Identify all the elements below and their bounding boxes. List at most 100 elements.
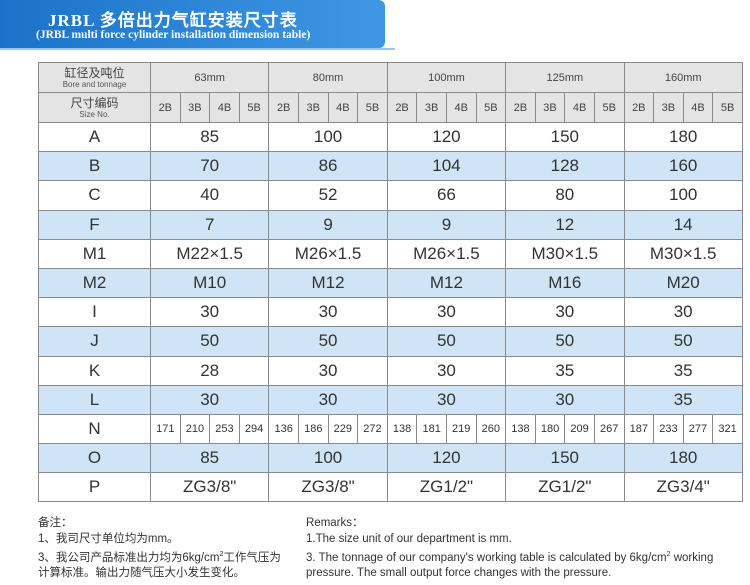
data-row: F 7 9 9 12 14	[38, 209, 743, 240]
cell: M12	[386, 267, 507, 299]
row-label: B	[38, 151, 151, 182]
cell: 50	[149, 326, 270, 357]
note-sup: 2	[219, 551, 224, 558]
tonnage: 3B	[653, 92, 684, 123]
cell: M22×1.5	[149, 238, 270, 269]
cell: M26×1.5	[268, 238, 388, 269]
note-text: 3、我公司产品标准出力均为6kg/cm	[38, 551, 220, 564]
row-label: K	[38, 355, 151, 386]
data-row: L 30 30 30 30 35	[38, 384, 743, 415]
cell: M30×1.5	[505, 238, 625, 269]
cell: 209	[564, 413, 595, 445]
cell: 138	[386, 413, 418, 445]
cell: 100	[623, 180, 743, 211]
row-label: C	[38, 180, 151, 211]
corner-top-cn: 缸径及吨位	[64, 65, 125, 80]
cell: 260	[475, 413, 507, 445]
cell: 35	[505, 355, 625, 386]
cell: 160	[623, 151, 743, 182]
data-row: I 30 30 30 30 30	[38, 297, 743, 328]
data-row: O 85 100 120 150 180	[38, 443, 743, 474]
cell: 40	[149, 180, 270, 211]
banner-line	[0, 48, 395, 50]
cell: 30	[149, 384, 270, 415]
cell: 267	[593, 413, 625, 445]
cell: 50	[505, 326, 625, 357]
tonnage: 5B	[238, 92, 270, 123]
tonnage: 4B	[327, 92, 359, 123]
cell: 120	[386, 443, 507, 474]
cell: 30	[268, 297, 388, 328]
tonnage: 4B	[209, 92, 240, 123]
cell: 30	[386, 355, 507, 386]
data-row: M2 M10 M12 M12 M16 M20	[38, 267, 743, 299]
cell: 9	[386, 209, 507, 240]
corner-bottom: 尺寸编码 Size No.	[38, 92, 151, 123]
tonnage: 3B	[297, 92, 329, 123]
cell: 35	[623, 355, 743, 386]
note-text: 工作气压为计算标准。输出力随气压大小发生变化。	[38, 551, 281, 580]
cell: ZG3/4"	[623, 472, 743, 503]
cell: M12	[268, 267, 388, 299]
cell: 70	[149, 151, 270, 182]
note-sup: 2	[666, 551, 671, 558]
cell: ZG3/8"	[268, 472, 388, 503]
data-row: C 40 52 66 80 100	[38, 180, 743, 211]
cell: 233	[653, 413, 684, 445]
cell: M26×1.5	[386, 238, 507, 269]
data-row: B 70 86 104 128 160	[38, 151, 743, 182]
cell: 80	[505, 180, 625, 211]
tonnage: 5B	[712, 92, 743, 123]
subtitle: (JRBL multi force cylinder installation …	[36, 29, 311, 41]
cell: 30	[268, 355, 388, 386]
bore: 160mm	[623, 62, 743, 93]
cell: 100	[268, 121, 388, 153]
cell: 171	[150, 413, 181, 445]
row-label: N	[38, 413, 151, 445]
cell: 138	[505, 413, 536, 445]
note-text: 3. The tonnage of our company's working …	[306, 551, 667, 564]
cell: 50	[268, 326, 388, 357]
tonnage: 3B	[534, 92, 566, 123]
cell: 100	[268, 443, 388, 474]
notes-title: 备注：	[38, 517, 73, 529]
header-row: 尺寸编码 Size No. 2B 3B 4B 5B 2B 3B 4B 5B 2B 3B 4B 5B 2B 3B…	[38, 92, 743, 123]
cell: 86	[268, 151, 388, 182]
corner-top: 缸径及吨位 Bore and tonnage	[38, 62, 151, 93]
cell: 219	[445, 413, 477, 445]
row-label: M2	[38, 267, 151, 299]
cell: 30	[386, 384, 507, 415]
row-label: O	[38, 443, 151, 474]
cell: 85	[149, 443, 270, 474]
tonnage: 4B	[682, 92, 714, 123]
cell: 181	[416, 413, 447, 445]
bore: 100mm	[386, 62, 507, 93]
cell: 30	[623, 297, 743, 328]
tonnage: 5B	[357, 92, 388, 123]
cell: 30	[268, 384, 388, 415]
notes-cn: 备注： 1、我司尺寸单位均为mm。 3、我公司产品标准出力均为6kg/cm2工作气压…	[38, 516, 288, 582]
banner	[0, 0, 385, 48]
note-line: 1、我司尺寸单位均为mm。	[38, 532, 288, 548]
cell: 35	[623, 384, 743, 415]
cell: 28	[149, 355, 270, 386]
tonnage: 2B	[386, 92, 418, 123]
row-label: I	[38, 297, 151, 328]
row-label: L	[38, 384, 151, 415]
cell: 30	[149, 297, 270, 328]
cell: 30	[386, 297, 507, 328]
cell: M16	[505, 267, 625, 299]
title: JRBL 多倍出力气缸安装尺寸表	[48, 11, 298, 30]
cell: 150	[505, 121, 625, 153]
cell: 186	[297, 413, 329, 445]
tonnage: 5B	[593, 92, 625, 123]
data-row: K 28 30 30 35 35	[38, 355, 743, 386]
row-label: J	[38, 326, 151, 357]
cell: 30	[505, 297, 625, 328]
tonnage: 2B	[150, 92, 181, 123]
note-line: 1.The size unit of our department is mm.	[306, 532, 726, 548]
row-label: A	[38, 121, 151, 153]
cell: 180	[623, 121, 743, 153]
cell: M30×1.5	[623, 238, 743, 269]
cell: 7	[149, 209, 270, 240]
